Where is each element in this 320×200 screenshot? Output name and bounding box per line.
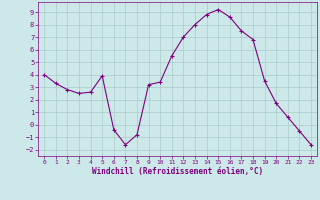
X-axis label: Windchill (Refroidissement éolien,°C): Windchill (Refroidissement éolien,°C) [92,167,263,176]
